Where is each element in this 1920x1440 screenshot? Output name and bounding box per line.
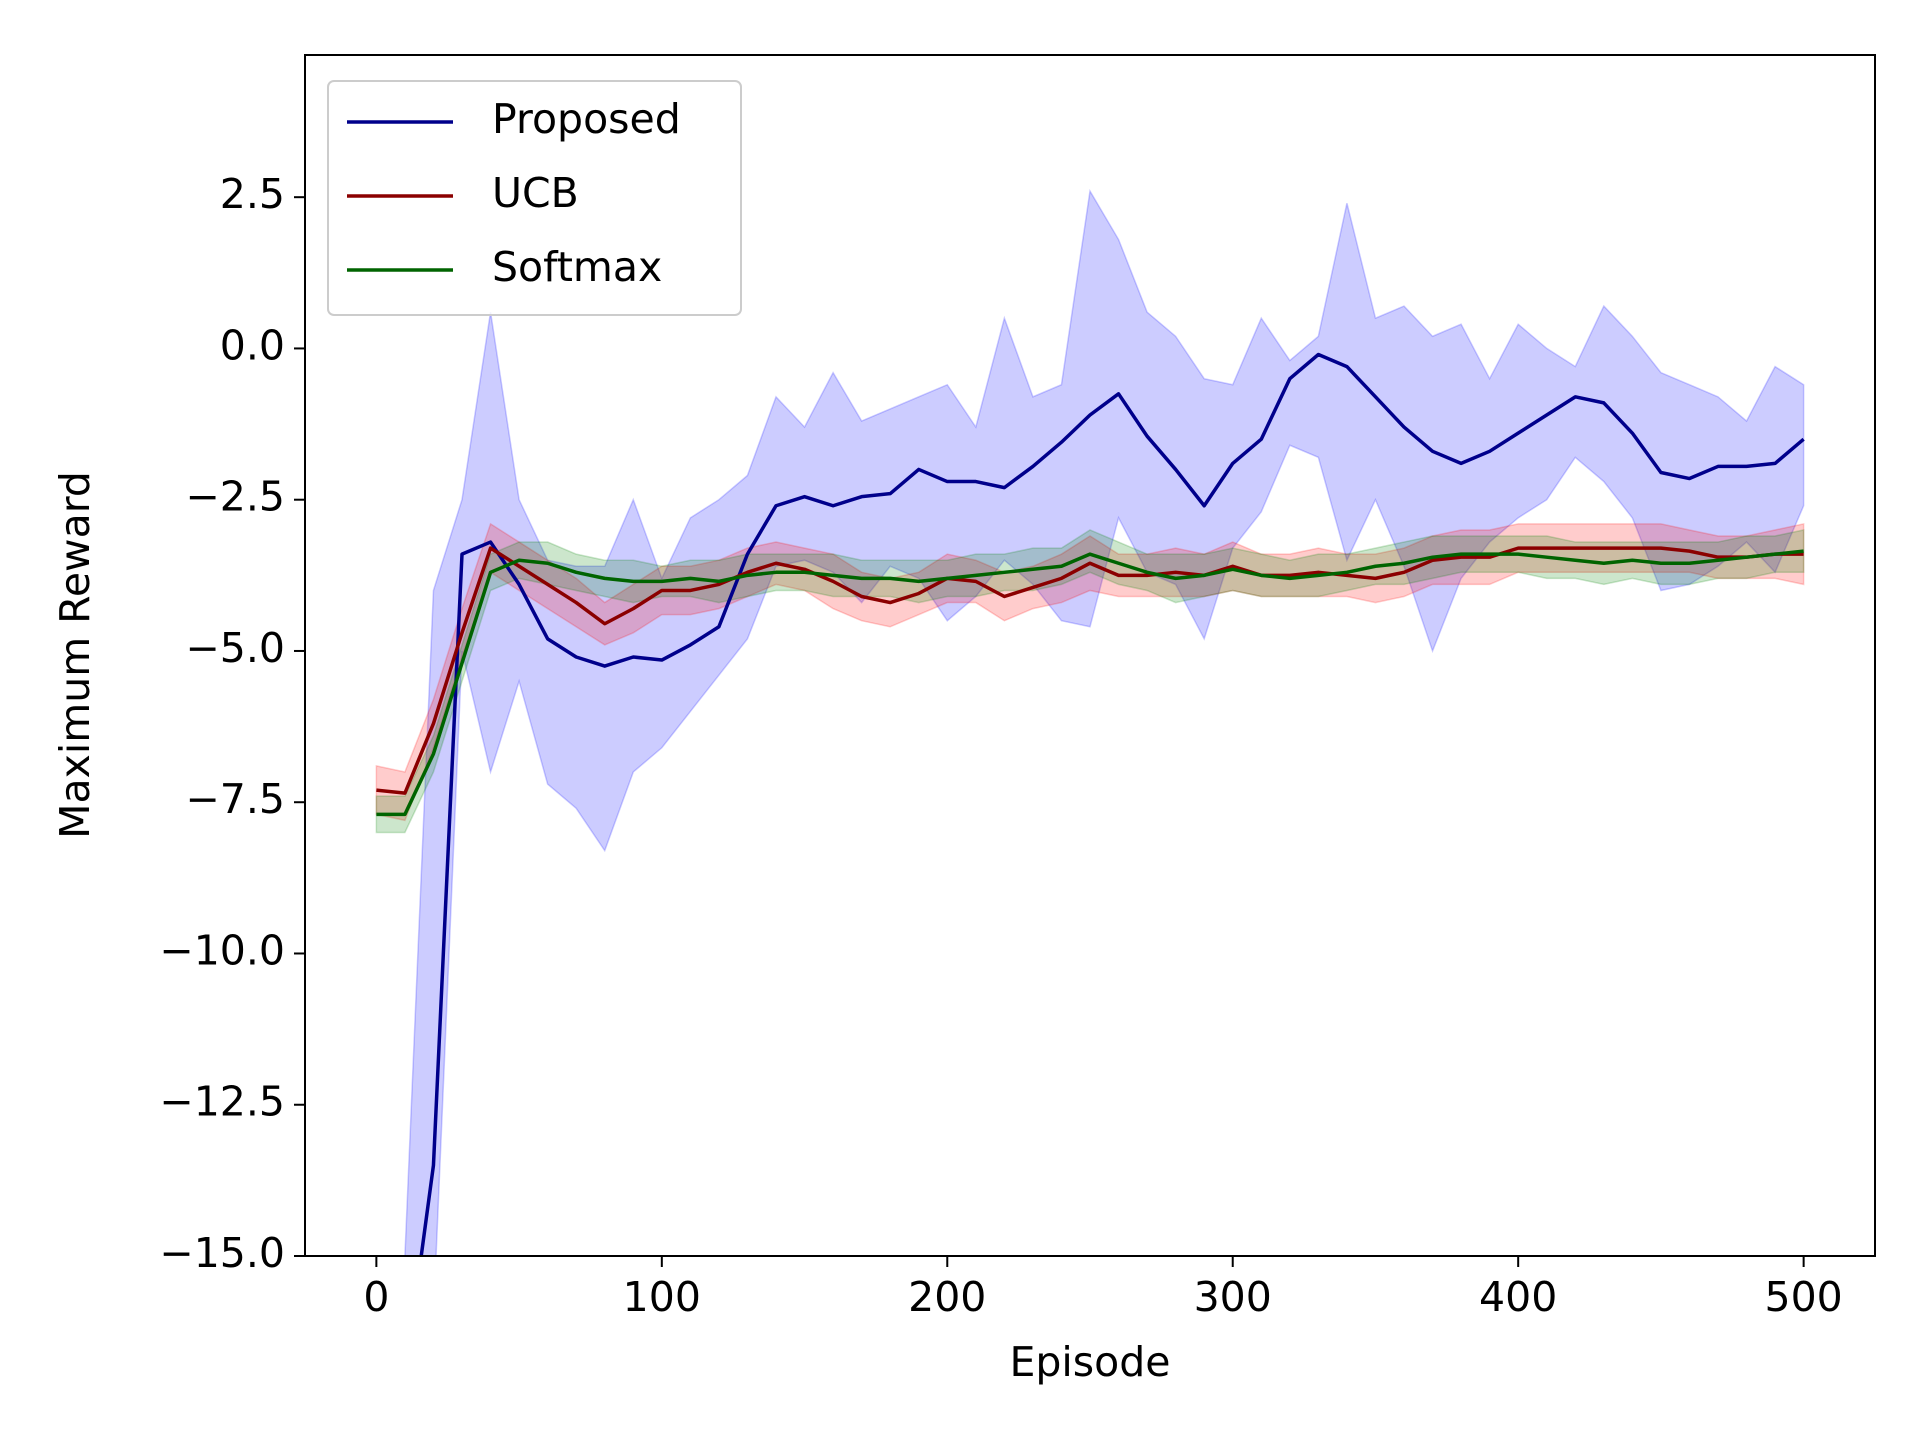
y-tick-label: −7.5	[185, 775, 285, 823]
legend-label: Softmax	[492, 243, 662, 291]
y-tick-label: 2.5	[220, 170, 285, 218]
y-tick-label: −2.5	[185, 473, 285, 521]
axes-frame	[304, 54, 1876, 1257]
confidence-band	[375, 522, 1805, 822]
series-line	[376, 549, 1804, 817]
y-tick-label: 0.0	[220, 321, 285, 369]
lines	[376, 352, 1805, 1256]
series-line	[419, 352, 1805, 1256]
legend: Proposed UCB Softmax	[327, 80, 742, 316]
x-tick-label: 200	[908, 1273, 986, 1321]
legend-box	[327, 80, 742, 316]
x-tick-label: 500	[1765, 1273, 1843, 1321]
legend-label: Proposed	[492, 95, 681, 143]
y-tick-label: −5.0	[185, 624, 285, 672]
legend-label: UCB	[492, 169, 579, 217]
ticks: 0 100 200 300 400 500 −15.0 −12.5 −10.0 −7.5 −5.0 −…	[159, 170, 1842, 1321]
y-tick-label: −15.0	[159, 1229, 285, 1277]
x-tick-label: 100	[623, 1273, 701, 1321]
x-tick-label: 400	[1479, 1273, 1557, 1321]
y-tick-label: −10.0	[159, 926, 285, 974]
x-axis-label: Episode	[1009, 1338, 1170, 1386]
x-tick-label: 0	[363, 1273, 389, 1321]
y-tick-label: −12.5	[159, 1078, 285, 1126]
confidence-band	[404, 188, 1805, 1256]
series-line	[376, 546, 1804, 795]
y-axis-label: Maximum Reward	[51, 471, 99, 839]
x-tick-label: 300	[1194, 1273, 1272, 1321]
